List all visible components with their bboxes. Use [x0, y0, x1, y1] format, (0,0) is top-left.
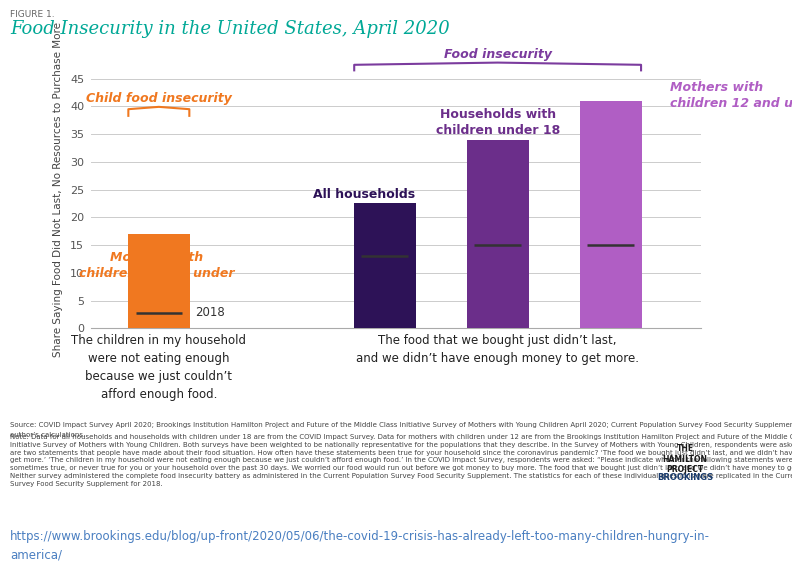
Text: 2018: 2018 — [195, 306, 225, 319]
Bar — [354, 204, 416, 328]
Text: THE
HAMILTON
PROJECT: THE HAMILTON PROJECT — [663, 444, 707, 474]
Text: The children in my household
were not eating enough
because we just couldn’t
aff: The children in my household were not ea… — [71, 334, 246, 401]
Bar — [128, 234, 190, 328]
Text: Food insecurity: Food insecurity — [444, 48, 552, 61]
Text: All households: All households — [314, 188, 416, 201]
Text: https://www.brookings.edu/blog/up-front/2020/05/06/the-covid-19-crisis-has-alrea: https://www.brookings.edu/blog/up-front/… — [10, 530, 710, 561]
Bar — [580, 101, 642, 328]
Text: Households with
children under 18: Households with children under 18 — [436, 108, 560, 137]
Text: Note: Data for all households and households with children under 18 are from the: Note: Data for all households and househ… — [10, 434, 792, 487]
Bar — [466, 140, 529, 328]
Text: Child food insecurity: Child food insecurity — [86, 92, 232, 105]
Text: Mothers with
children 12 and under: Mothers with children 12 and under — [79, 251, 234, 280]
Text: FIGURE 1.: FIGURE 1. — [10, 10, 55, 19]
Text: author’s calculations.: author’s calculations. — [10, 432, 86, 438]
Text: Food Insecurity in the United States, April 2020: Food Insecurity in the United States, Ap… — [10, 20, 450, 38]
Text: Mothers with
children 12 and under: Mothers with children 12 and under — [670, 82, 792, 110]
Text: Source: COVID Impact Survey April 2020; Brookings Institution Hamilton Project a: Source: COVID Impact Survey April 2020; … — [10, 422, 792, 428]
Text: The food that we bought just didn’t last,
and we didn’t have enough money to get: The food that we bought just didn’t last… — [356, 334, 639, 365]
Y-axis label: Share Saying Food Did Not Last, No Resources to Purchase More: Share Saying Food Did Not Last, No Resou… — [53, 22, 63, 357]
Text: BROOKINGS: BROOKINGS — [657, 473, 713, 482]
